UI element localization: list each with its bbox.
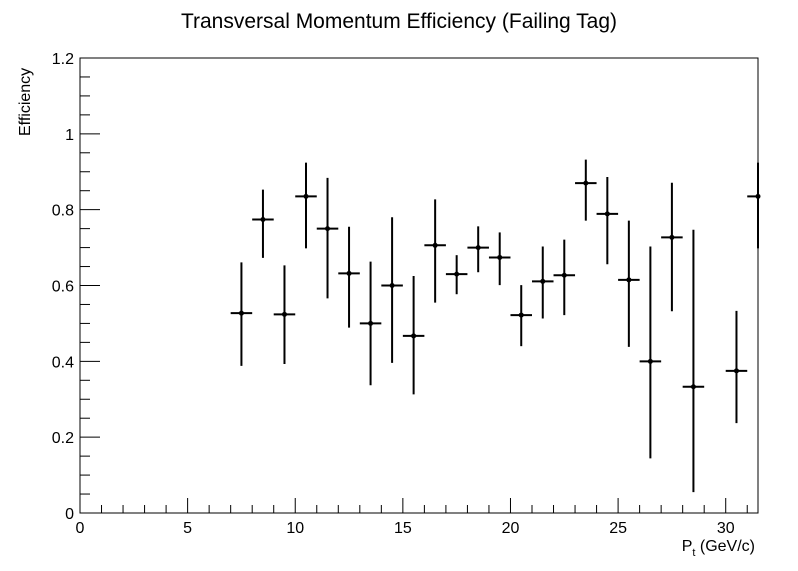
point-marker [346, 270, 352, 276]
point-marker [604, 211, 610, 217]
point-marker [325, 226, 331, 232]
point-marker [518, 312, 524, 318]
point-marker [454, 271, 460, 277]
data-point [725, 310, 748, 424]
y-tick-label: 0.8 [52, 203, 74, 220]
y-tick-label: 0 [65, 506, 74, 523]
point-marker [411, 333, 417, 339]
data-point [381, 217, 403, 363]
data-point [402, 276, 425, 395]
x-axis-ticks [79, 498, 748, 513]
point-marker [540, 278, 546, 284]
x-tick-label: 0 [76, 520, 85, 537]
point-marker [733, 368, 739, 374]
y-tick-label: 1.2 [52, 51, 74, 68]
point-marker [238, 310, 244, 316]
x-axis-label-subscript: t [692, 547, 695, 559]
y-tick-label: 1 [65, 127, 74, 144]
point-marker [690, 384, 696, 390]
data-point [295, 162, 317, 249]
data-point [618, 220, 640, 347]
y-tick-label: 0.4 [52, 354, 74, 371]
plot-frame [79, 57, 759, 514]
data-point [316, 177, 339, 299]
x-tick-label: 20 [502, 520, 520, 537]
data-point [467, 226, 489, 273]
point-marker [303, 193, 309, 199]
data-point [488, 232, 511, 286]
point-marker [561, 272, 567, 278]
data-point [553, 239, 576, 316]
y-axis-ticks [80, 57, 100, 514]
point-marker [626, 277, 632, 283]
point-marker [669, 234, 675, 240]
point-marker [497, 254, 503, 260]
chart-title: Transversal Momentum Efficiency (Failing… [181, 10, 617, 33]
x-axis-tick-labels: 0 5 10 15 20 25 30 [76, 520, 735, 537]
point-marker [647, 358, 653, 364]
data-point [230, 262, 253, 366]
y-axis-tick-labels: 0 0.2 0.4 0.6 0.8 1 1.2 [52, 51, 74, 523]
point-marker [389, 283, 395, 288]
data-point [424, 199, 446, 303]
data-point [273, 265, 296, 364]
y-axis-label: Efficiency [17, 68, 34, 136]
data-point [661, 182, 683, 312]
x-tick-label: 25 [609, 520, 627, 537]
point-marker [475, 245, 481, 251]
data-point [639, 246, 662, 459]
data-point [532, 246, 554, 319]
x-tick-label: 5 [183, 520, 192, 537]
data-point [510, 285, 532, 347]
x-axis-label: Pt (GeV/c) [682, 538, 755, 559]
data-point [445, 255, 468, 295]
data-point [252, 189, 274, 258]
point-marker [432, 242, 438, 248]
data-point [359, 261, 382, 386]
data-point [575, 159, 597, 221]
x-tick-label: 30 [717, 520, 735, 537]
point-marker [583, 180, 589, 186]
point-marker [281, 311, 287, 317]
x-axis-label-main: P [682, 538, 693, 555]
data-point [747, 162, 761, 249]
data-point [596, 177, 619, 265]
data-points [230, 159, 761, 493]
x-tick-label: 15 [394, 520, 412, 537]
x-axis-label-unit: (GeV/c) [695, 538, 755, 555]
x-tick-label: 10 [286, 520, 304, 537]
point-marker [260, 217, 266, 223]
y-tick-label: 0.2 [52, 430, 74, 447]
point-marker [368, 320, 374, 326]
data-point [338, 226, 360, 328]
data-point [682, 229, 705, 493]
y-tick-label: 0.6 [52, 279, 74, 296]
point-marker [755, 193, 761, 199]
